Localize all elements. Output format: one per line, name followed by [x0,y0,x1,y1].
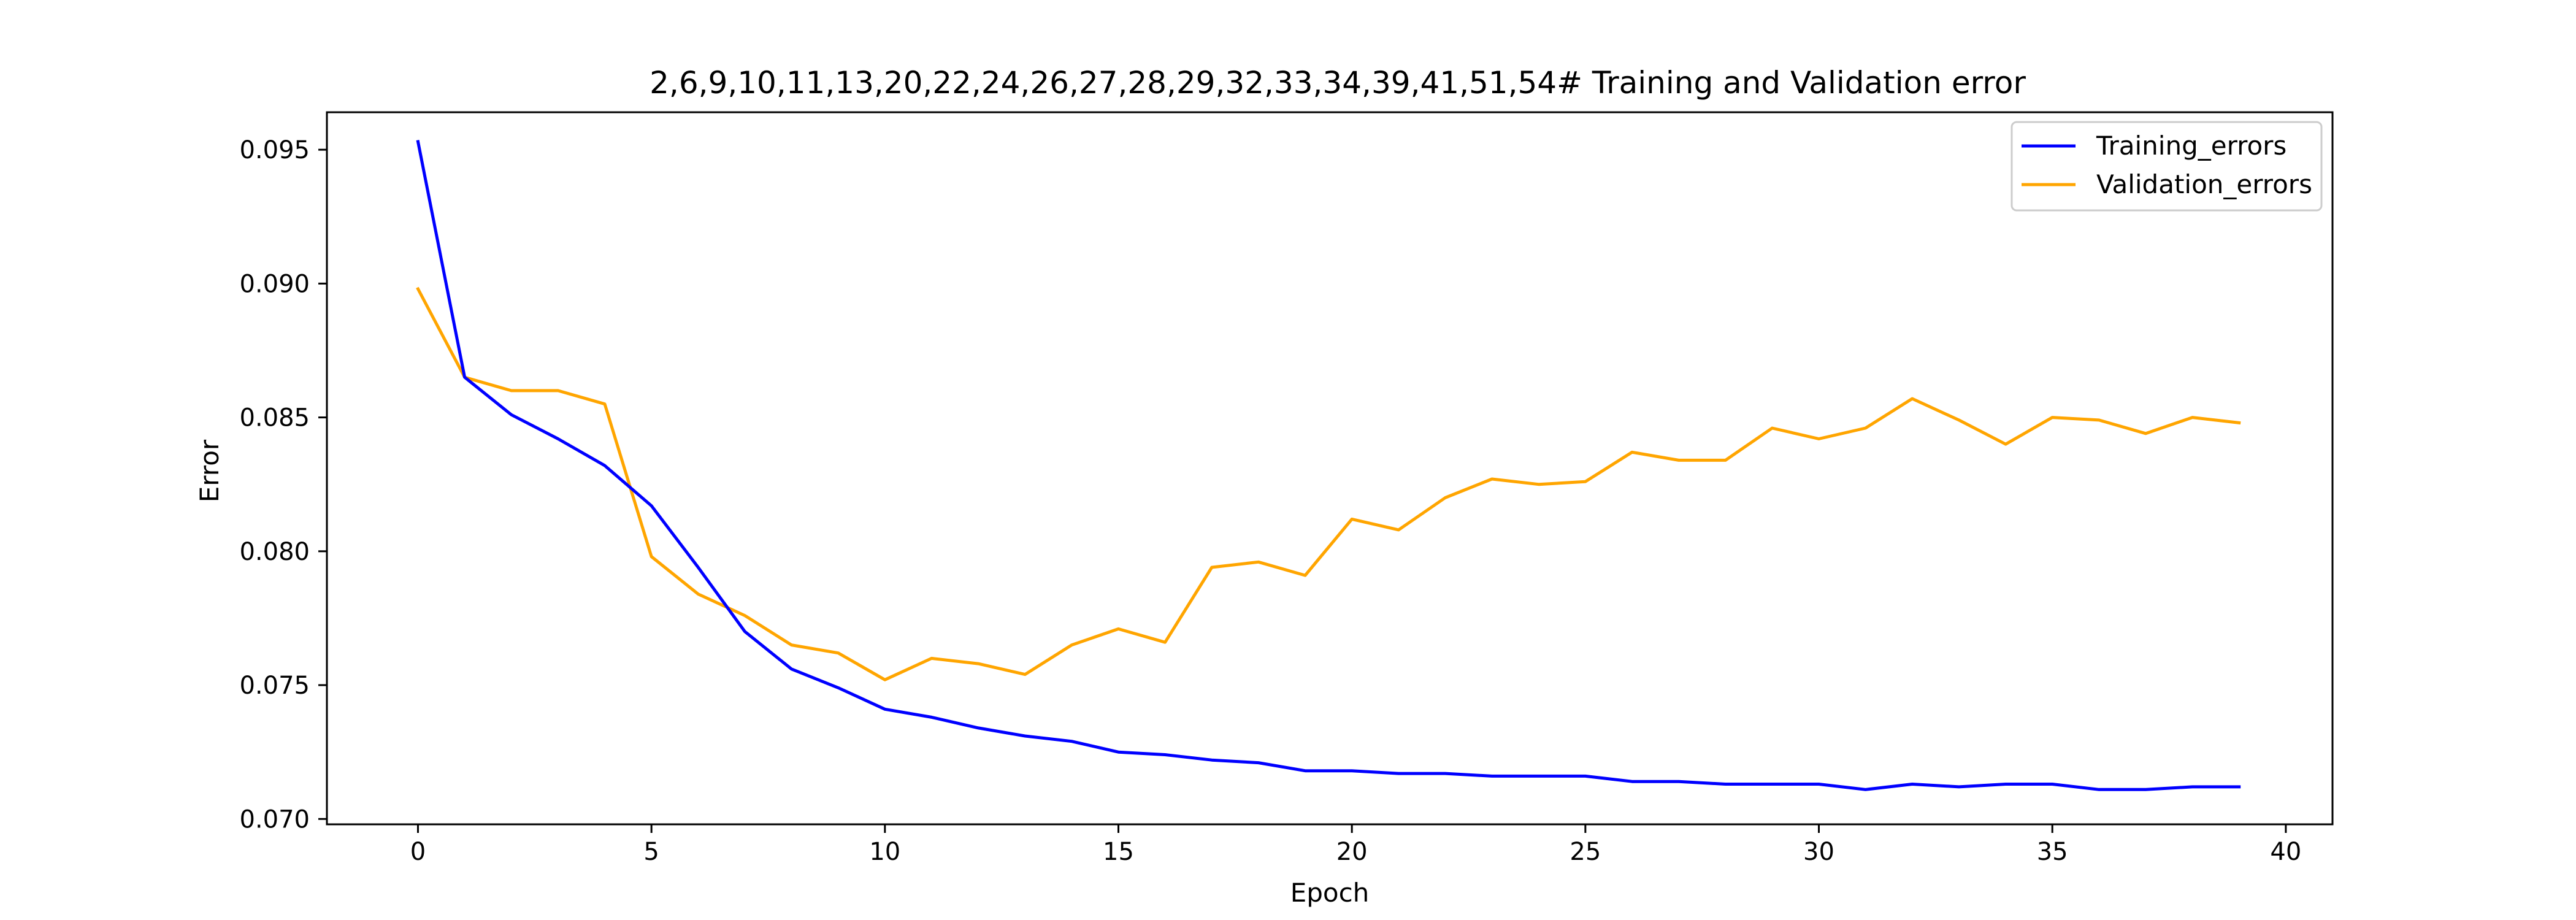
legend-label-validation: Validation_errors [2096,169,2312,199]
x-tick-label: 35 [2037,838,2068,866]
legend: Training_errors Validation_errors [2011,121,2323,212]
legend-box [2011,121,2323,212]
plot-series [416,140,2241,791]
x-tick-label: 20 [1336,838,1368,866]
y-tick-label: 0.080 [239,538,310,566]
x-tick-label: 30 [1803,838,1834,866]
plot-area-frame [326,111,2334,826]
y-tick-label: 0.090 [239,270,310,298]
chart-title: 2,6,9,10,11,13,20,22,24,26,27,28,29,32,3… [650,65,2026,101]
x-tick-label: 15 [1103,838,1134,866]
x-tick-label: 40 [2270,838,2301,866]
x-tick-label: 0 [410,838,426,866]
y-tick-label: 0.085 [239,404,310,432]
x-axis-label: Epoch [1290,878,1370,908]
x-tick-label: 10 [869,838,900,866]
x-tick-label: 25 [1570,838,1601,866]
series-line-validation [416,286,2241,681]
y-tick-label: 0.075 [239,672,310,700]
y-axis-label: Error [194,439,224,502]
series-line-training [416,140,2241,791]
y-tick-label: 0.095 [239,136,310,164]
x-tick-label: 5 [643,838,659,866]
y-tick-label: 0.070 [239,805,310,834]
y-axis: 0.070 0.075 0.080 0.085 0.090 0.095 [239,136,327,834]
legend-label-training: Training_errors [2096,131,2287,161]
x-axis: 0 5 10 15 20 25 30 35 40 [410,824,2301,866]
